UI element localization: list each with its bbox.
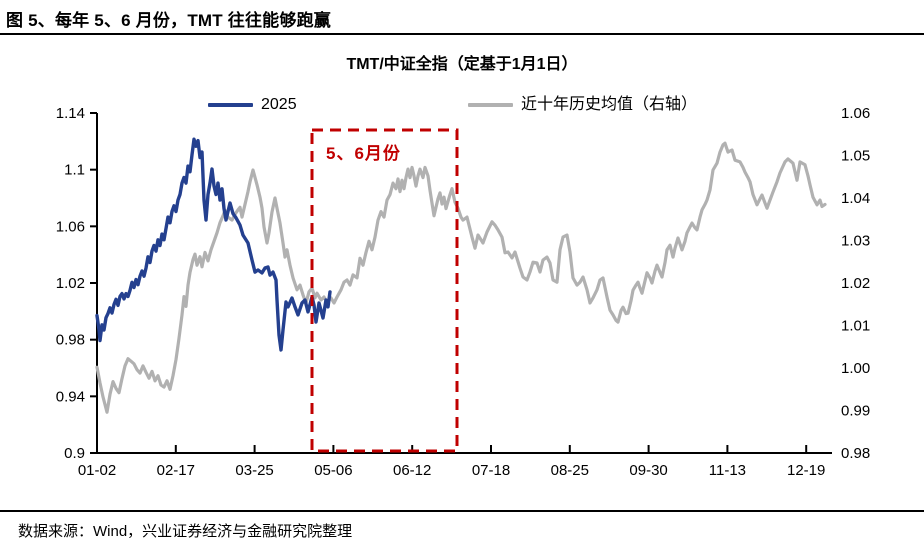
legend-item-historical-mean: 近十年历史均值（右轴） bbox=[468, 97, 697, 113]
data-source-note: 数据来源：Wind，兴业证券经济与金融研究院整理 bbox=[18, 523, 353, 540]
left-axis-tick-label: 1.1 bbox=[64, 162, 85, 179]
historical-mean-line bbox=[95, 141, 827, 414]
legend-label-historical-mean: 近十年历史均值（右轴） bbox=[521, 96, 698, 113]
x-axis-tick-label: 12-19 bbox=[787, 462, 825, 479]
x-axis-tick-label: 06-12 bbox=[393, 462, 431, 479]
footer-divider-rule bbox=[0, 510, 924, 512]
right-axis-tick-label: 1.05 bbox=[841, 148, 870, 165]
may-june-annotation-label: 5、6月份 bbox=[326, 144, 401, 163]
x-axis-tick-label: 01-02 bbox=[78, 462, 116, 479]
left-axis-tick-label: 1.14 bbox=[56, 105, 85, 122]
axis-lines bbox=[96, 113, 832, 454]
right-axis-tick-label: 1.02 bbox=[841, 275, 870, 292]
x-axis-tick-label: 08-25 bbox=[551, 462, 589, 479]
x-axis-tick-label: 05-06 bbox=[314, 462, 352, 479]
left-axis-tick-label: 1.02 bbox=[56, 275, 85, 292]
right-axis-tick-label: 0.98 bbox=[841, 445, 870, 462]
right-axis-tick-label: 1.01 bbox=[841, 318, 870, 335]
left-axis-tick-label: 1.06 bbox=[56, 218, 85, 235]
left-axis-tick-label: 0.98 bbox=[56, 332, 85, 349]
2025-line-swatch bbox=[208, 103, 253, 107]
x-axis-tick-label: 02-17 bbox=[157, 462, 195, 479]
left-axis-tick-label: 0.94 bbox=[56, 388, 85, 405]
x-axis-tick-label: 03-25 bbox=[235, 462, 273, 479]
right-axis-tick-label: 1.03 bbox=[841, 233, 870, 250]
historical-mean-line-swatch bbox=[468, 103, 513, 107]
x-axis-tick-label: 07-18 bbox=[472, 462, 510, 479]
right-axis-tick-label: 1.06 bbox=[841, 105, 870, 122]
chart-title: TMT/中证全指（定基于1月1日） bbox=[346, 56, 578, 73]
legend-label-2025: 2025 bbox=[261, 96, 297, 113]
right-axis-tick-label: 0.99 bbox=[841, 403, 870, 420]
legend-item-2025: 2025 bbox=[208, 97, 297, 113]
right-axis-tick-label: 1.04 bbox=[841, 190, 870, 207]
right-axis-tick-label: 1.00 bbox=[841, 360, 870, 377]
title-divider-rule bbox=[0, 33, 924, 35]
x-axis-tick-label: 11-13 bbox=[709, 462, 746, 479]
left-axis-tick-label: 0.9 bbox=[64, 445, 85, 462]
x-axis-tick-label: 09-30 bbox=[629, 462, 667, 479]
figure-title: 图 5、每年 5、6 月份，TMT 往往能够跑赢 bbox=[6, 11, 331, 30]
may-june-annotation-box bbox=[310, 128, 459, 453]
2025-line bbox=[95, 137, 332, 352]
